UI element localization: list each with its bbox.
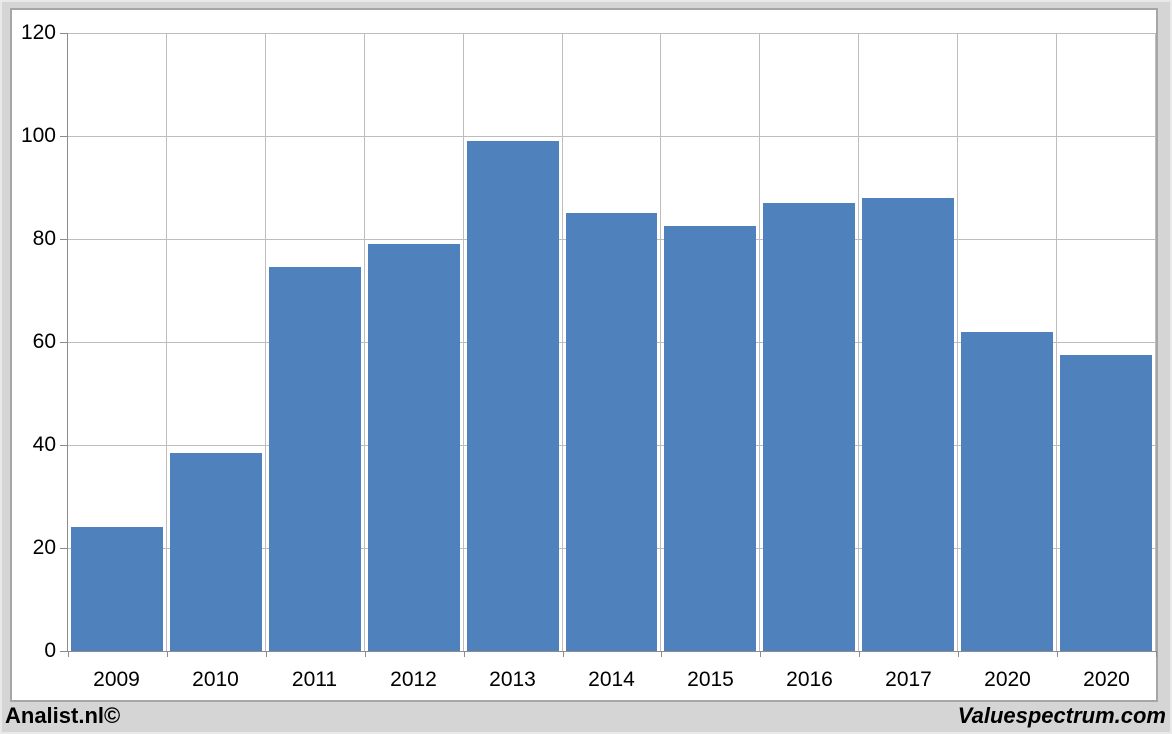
x-tick-mark-11: [1156, 651, 1157, 657]
gridline-y-100: [68, 136, 1156, 137]
x-tick-mark-1: [166, 651, 168, 657]
y-tick-mark-120: [60, 33, 68, 34]
y-tick-mark-40: [60, 445, 68, 446]
x-axis-label-2016-7: 2016: [786, 668, 833, 691]
x-tick-mark-8: [859, 651, 861, 657]
valuespectrum-credit-text: Valuespectrum.com: [957, 702, 1166, 728]
x-tick-mark-0: [68, 651, 69, 657]
y-axis-label-20: 20: [32, 536, 56, 559]
y-axis-label-60: 60: [32, 330, 56, 353]
y-axis-label-40: 40: [32, 433, 56, 456]
bar-2017-8: [862, 197, 955, 651]
y-tick-mark-60: [60, 342, 68, 343]
bar-2015-6: [664, 226, 757, 651]
category-cell-2016-7: [760, 33, 860, 651]
y-axis-label-80: 80: [32, 227, 56, 250]
x-tick-mark-5: [562, 651, 564, 657]
x-tick-mark-7: [760, 651, 762, 657]
y-axis-label-120: 120: [20, 21, 56, 44]
footer-credits: Analist.nl© Valuespectrum.com: [2, 701, 1170, 732]
x-tick-mark-9: [958, 651, 960, 657]
x-tick-mark-2: [265, 651, 267, 657]
x-tick-mark-6: [661, 651, 663, 657]
y-tick-mark-80: [60, 239, 68, 240]
bar-2013-4: [466, 141, 559, 651]
x-axis-label-2014-5: 2014: [588, 668, 635, 691]
category-cell-2020-9: [958, 33, 1058, 651]
x-axis-label-2020-9: 2020: [984, 668, 1031, 691]
bar-2009-0: [71, 527, 163, 651]
category-cell-2017-8: [859, 33, 959, 651]
plot-area: [60, 33, 1157, 657]
y-axis-tick-labels: 0 20 40 60 80 100 120: [12, 21, 56, 662]
y-tick-mark-20: [60, 548, 68, 549]
y-tick-mark-0: [60, 651, 68, 652]
bar-2016-7: [763, 202, 856, 651]
y-axis-label-0: 0: [44, 639, 56, 662]
x-axis-label-2009-0: 2009: [93, 668, 140, 691]
category-cell-2009-0: [68, 33, 167, 651]
category-cell-2013-4: [464, 33, 563, 651]
category-cell-2014-5: [563, 33, 662, 651]
bar-2011-2: [268, 267, 361, 651]
x-axis-label-2015-6: 2015: [687, 668, 734, 691]
y-axis-label-100: 100: [20, 124, 56, 147]
x-axis-label-2012-3: 2012: [390, 668, 437, 691]
x-tick-mark-10: [1057, 651, 1059, 657]
category-cell-2011-2: [266, 33, 365, 651]
x-axis-label-2010-1: 2010: [192, 668, 239, 691]
x-tick-mark-3: [364, 651, 366, 657]
bar-2020-10: [1060, 354, 1152, 651]
bar-2010-1: [169, 452, 262, 651]
x-axis-tick-labels: 2009 2010 2011 2012 2013 2014 2015 2016 2017 2020…: [67, 665, 1156, 695]
x-axis-label-2017-8: 2017: [885, 668, 932, 691]
category-cell-2020-10: [1057, 33, 1156, 651]
category-cell-2015-6: [661, 33, 761, 651]
bar-2014-5: [565, 213, 658, 651]
bar-2020-9: [961, 331, 1054, 651]
bar-2012-3: [367, 244, 460, 651]
bars-layer: [68, 33, 1156, 651]
x-axis-label-2020-10: 2020: [1083, 668, 1130, 691]
gridline-y-120: [68, 33, 1156, 34]
y-tick-mark-100: [60, 136, 68, 137]
category-cell-2012-3: [365, 33, 464, 651]
x-axis-label-2013-4: 2013: [489, 668, 536, 691]
x-axis-label-2011-2: 2011: [291, 668, 338, 691]
x-tick-mark-4: [463, 651, 465, 657]
analist-credit-text: Analist.nl©: [5, 702, 121, 728]
chart-frame: 0 20 40 60 80 100 120 2009 2010 2011 2012 2013 2014…: [10, 8, 1158, 702]
category-cell-2010-1: [167, 33, 266, 651]
